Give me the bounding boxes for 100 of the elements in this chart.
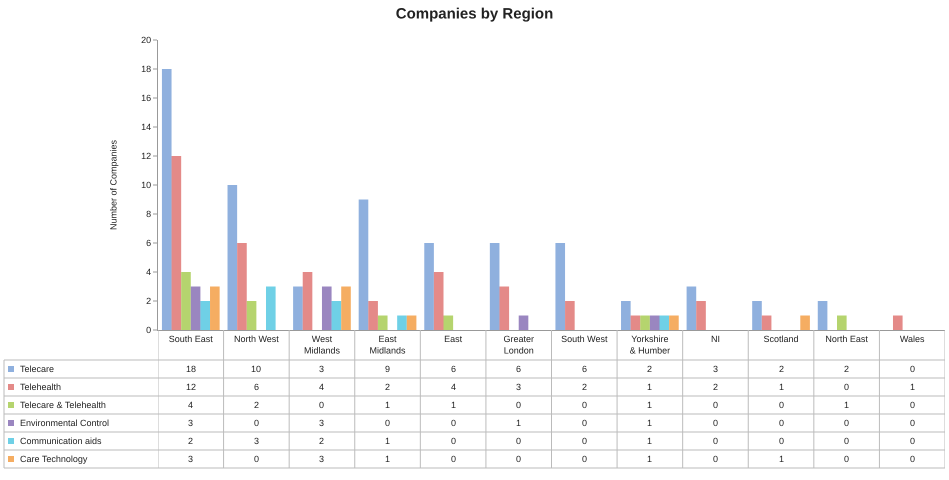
data-label: 0 [254, 454, 260, 464]
x-tick-label: North West [234, 334, 280, 344]
legend-label: Telehealth [20, 382, 62, 392]
data-label: 0 [451, 454, 456, 464]
bar [162, 69, 172, 330]
y-tick-label: 20 [141, 35, 152, 46]
data-label: 2 [254, 400, 260, 410]
data-label: 2 [713, 382, 718, 392]
bar [378, 316, 388, 330]
bar [358, 200, 368, 330]
legend-label: Environmental Control [20, 418, 110, 428]
legend-label: Telecare & Telehealth [20, 400, 106, 410]
bar [640, 316, 650, 330]
data-label: 1 [516, 418, 522, 428]
data-label: 0 [844, 382, 850, 392]
bar [424, 243, 434, 330]
y-tick-label: 18 [141, 64, 152, 74]
data-label: 3 [516, 382, 522, 392]
x-tick-label: East Midlands [370, 334, 406, 356]
data-label: 0 [516, 400, 522, 410]
data-label: 18 [186, 364, 196, 374]
data-label: 0 [779, 436, 784, 446]
data-label: 1 [647, 418, 652, 428]
data-label: 12 [186, 382, 196, 392]
data-label: 0 [779, 418, 784, 428]
bar [302, 272, 312, 330]
data-label: 1 [647, 382, 652, 392]
bar [686, 286, 696, 330]
bar [659, 316, 670, 330]
data-label: 1 [451, 400, 456, 410]
data-label: 2 [188, 436, 194, 446]
bar [322, 286, 332, 330]
bar [293, 286, 303, 330]
data-label: 0 [582, 418, 588, 428]
bar [210, 286, 220, 330]
x-tick-label: NI [710, 334, 720, 344]
data-label: 1 [844, 400, 850, 410]
data-label: 2 [385, 382, 390, 392]
y-tick-label: 0 [146, 325, 152, 336]
x-tick-label: East [444, 334, 463, 344]
y-tick-label: 12 [141, 151, 152, 162]
bar [190, 286, 200, 330]
x-tick-label: West Midlands [304, 334, 340, 356]
data-label: 0 [844, 436, 850, 446]
data-label: 0 [319, 400, 324, 410]
bar [555, 243, 566, 330]
data-label: 1 [910, 382, 916, 392]
data-label: 1 [385, 400, 390, 410]
bar [406, 316, 416, 330]
bar [762, 316, 772, 330]
data-label: 3 [713, 364, 718, 374]
data-label: 3 [319, 364, 324, 374]
legend-label: Care Technology [20, 454, 88, 464]
data-label: 6 [254, 382, 260, 392]
data-label: 6 [516, 364, 522, 374]
y-tick-label: 2 [146, 296, 152, 306]
x-tick-label: North East [825, 334, 868, 344]
x-tick-label: South West [561, 334, 608, 344]
legend-label: Telecare [20, 364, 54, 374]
data-label: 0 [844, 418, 850, 428]
bar [621, 301, 631, 330]
bar [172, 156, 182, 330]
bar [837, 316, 847, 330]
bar [696, 301, 706, 330]
y-tick-label: 6 [146, 238, 152, 248]
bar [490, 243, 500, 330]
data-label: 6 [582, 364, 588, 374]
bar [237, 243, 247, 330]
data-label: 0 [582, 400, 588, 410]
bar [434, 272, 444, 330]
bar [752, 301, 762, 330]
data-label: 4 [451, 382, 456, 392]
data-label: 0 [516, 454, 522, 464]
x-tick-label: Wales [900, 334, 926, 344]
data-label: 0 [385, 418, 390, 428]
data-label: 0 [910, 454, 916, 464]
data-label: 0 [254, 418, 260, 428]
bar [800, 316, 810, 330]
data-label: 0 [713, 436, 718, 446]
legend-label: Communication aids [20, 436, 102, 446]
bar [499, 286, 510, 330]
data-label: 3 [188, 454, 194, 464]
data-label: 4 [319, 382, 324, 392]
data-label: 2 [647, 364, 652, 374]
data-label: 2 [582, 382, 588, 392]
data-label: 3 [319, 418, 324, 428]
data-label: 0 [910, 418, 916, 428]
bar [397, 316, 407, 330]
data-label: 1 [779, 382, 784, 392]
x-tick-label: Greater London [503, 334, 534, 356]
data-label: 0 [713, 454, 718, 464]
data-label: 0 [779, 400, 784, 410]
data-label: 3 [319, 454, 324, 464]
bar [650, 316, 660, 330]
bar [669, 316, 679, 330]
y-axis-title: Number of Companies [108, 139, 119, 230]
data-label: 0 [582, 436, 588, 446]
data-label: 2 [779, 364, 784, 374]
data-label: 10 [251, 364, 262, 374]
bar [818, 301, 828, 330]
